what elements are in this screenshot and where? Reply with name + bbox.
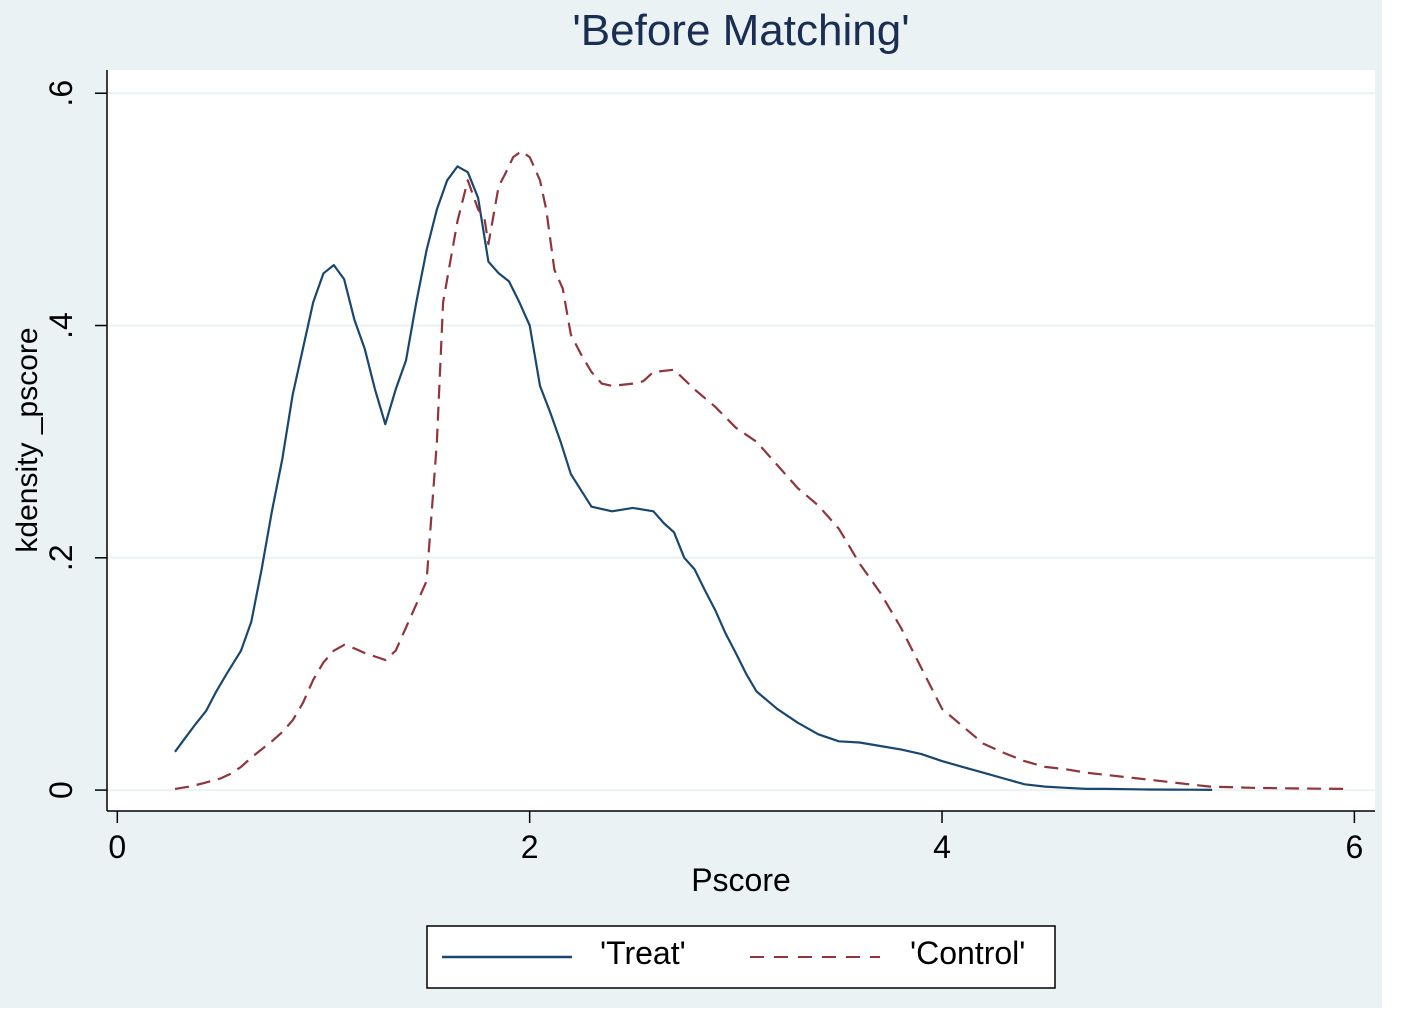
y-tick-label: .2 (43, 544, 79, 571)
y-tick-label: .4 (43, 312, 79, 339)
y-tick-label: .6 (43, 80, 79, 107)
chart-title: 'Before Matching' (572, 6, 909, 55)
series-control-line (174, 150, 1345, 790)
legend: 'Treat' 'Control' (426, 925, 1056, 989)
series-treat-line (174, 165, 1213, 791)
x-tick-label: 6 (1345, 829, 1363, 865)
legend-control-label: 'Control' (910, 935, 1025, 971)
y-tick-label: 0 (43, 781, 79, 799)
x-axis-label: Pscore (691, 862, 791, 898)
legend-treat-label: 'Treat' (600, 935, 686, 971)
y-axis-label: kdensity _pscore (11, 327, 44, 552)
x-tick-label: 4 (933, 829, 951, 865)
axes: 0 2 4 6 0 .2 .4 .6 (43, 70, 1375, 865)
plot-area (107, 70, 1375, 811)
x-tick-label: 2 (521, 829, 539, 865)
x-tick-label: 0 (108, 829, 126, 865)
series-layer (174, 150, 1345, 791)
